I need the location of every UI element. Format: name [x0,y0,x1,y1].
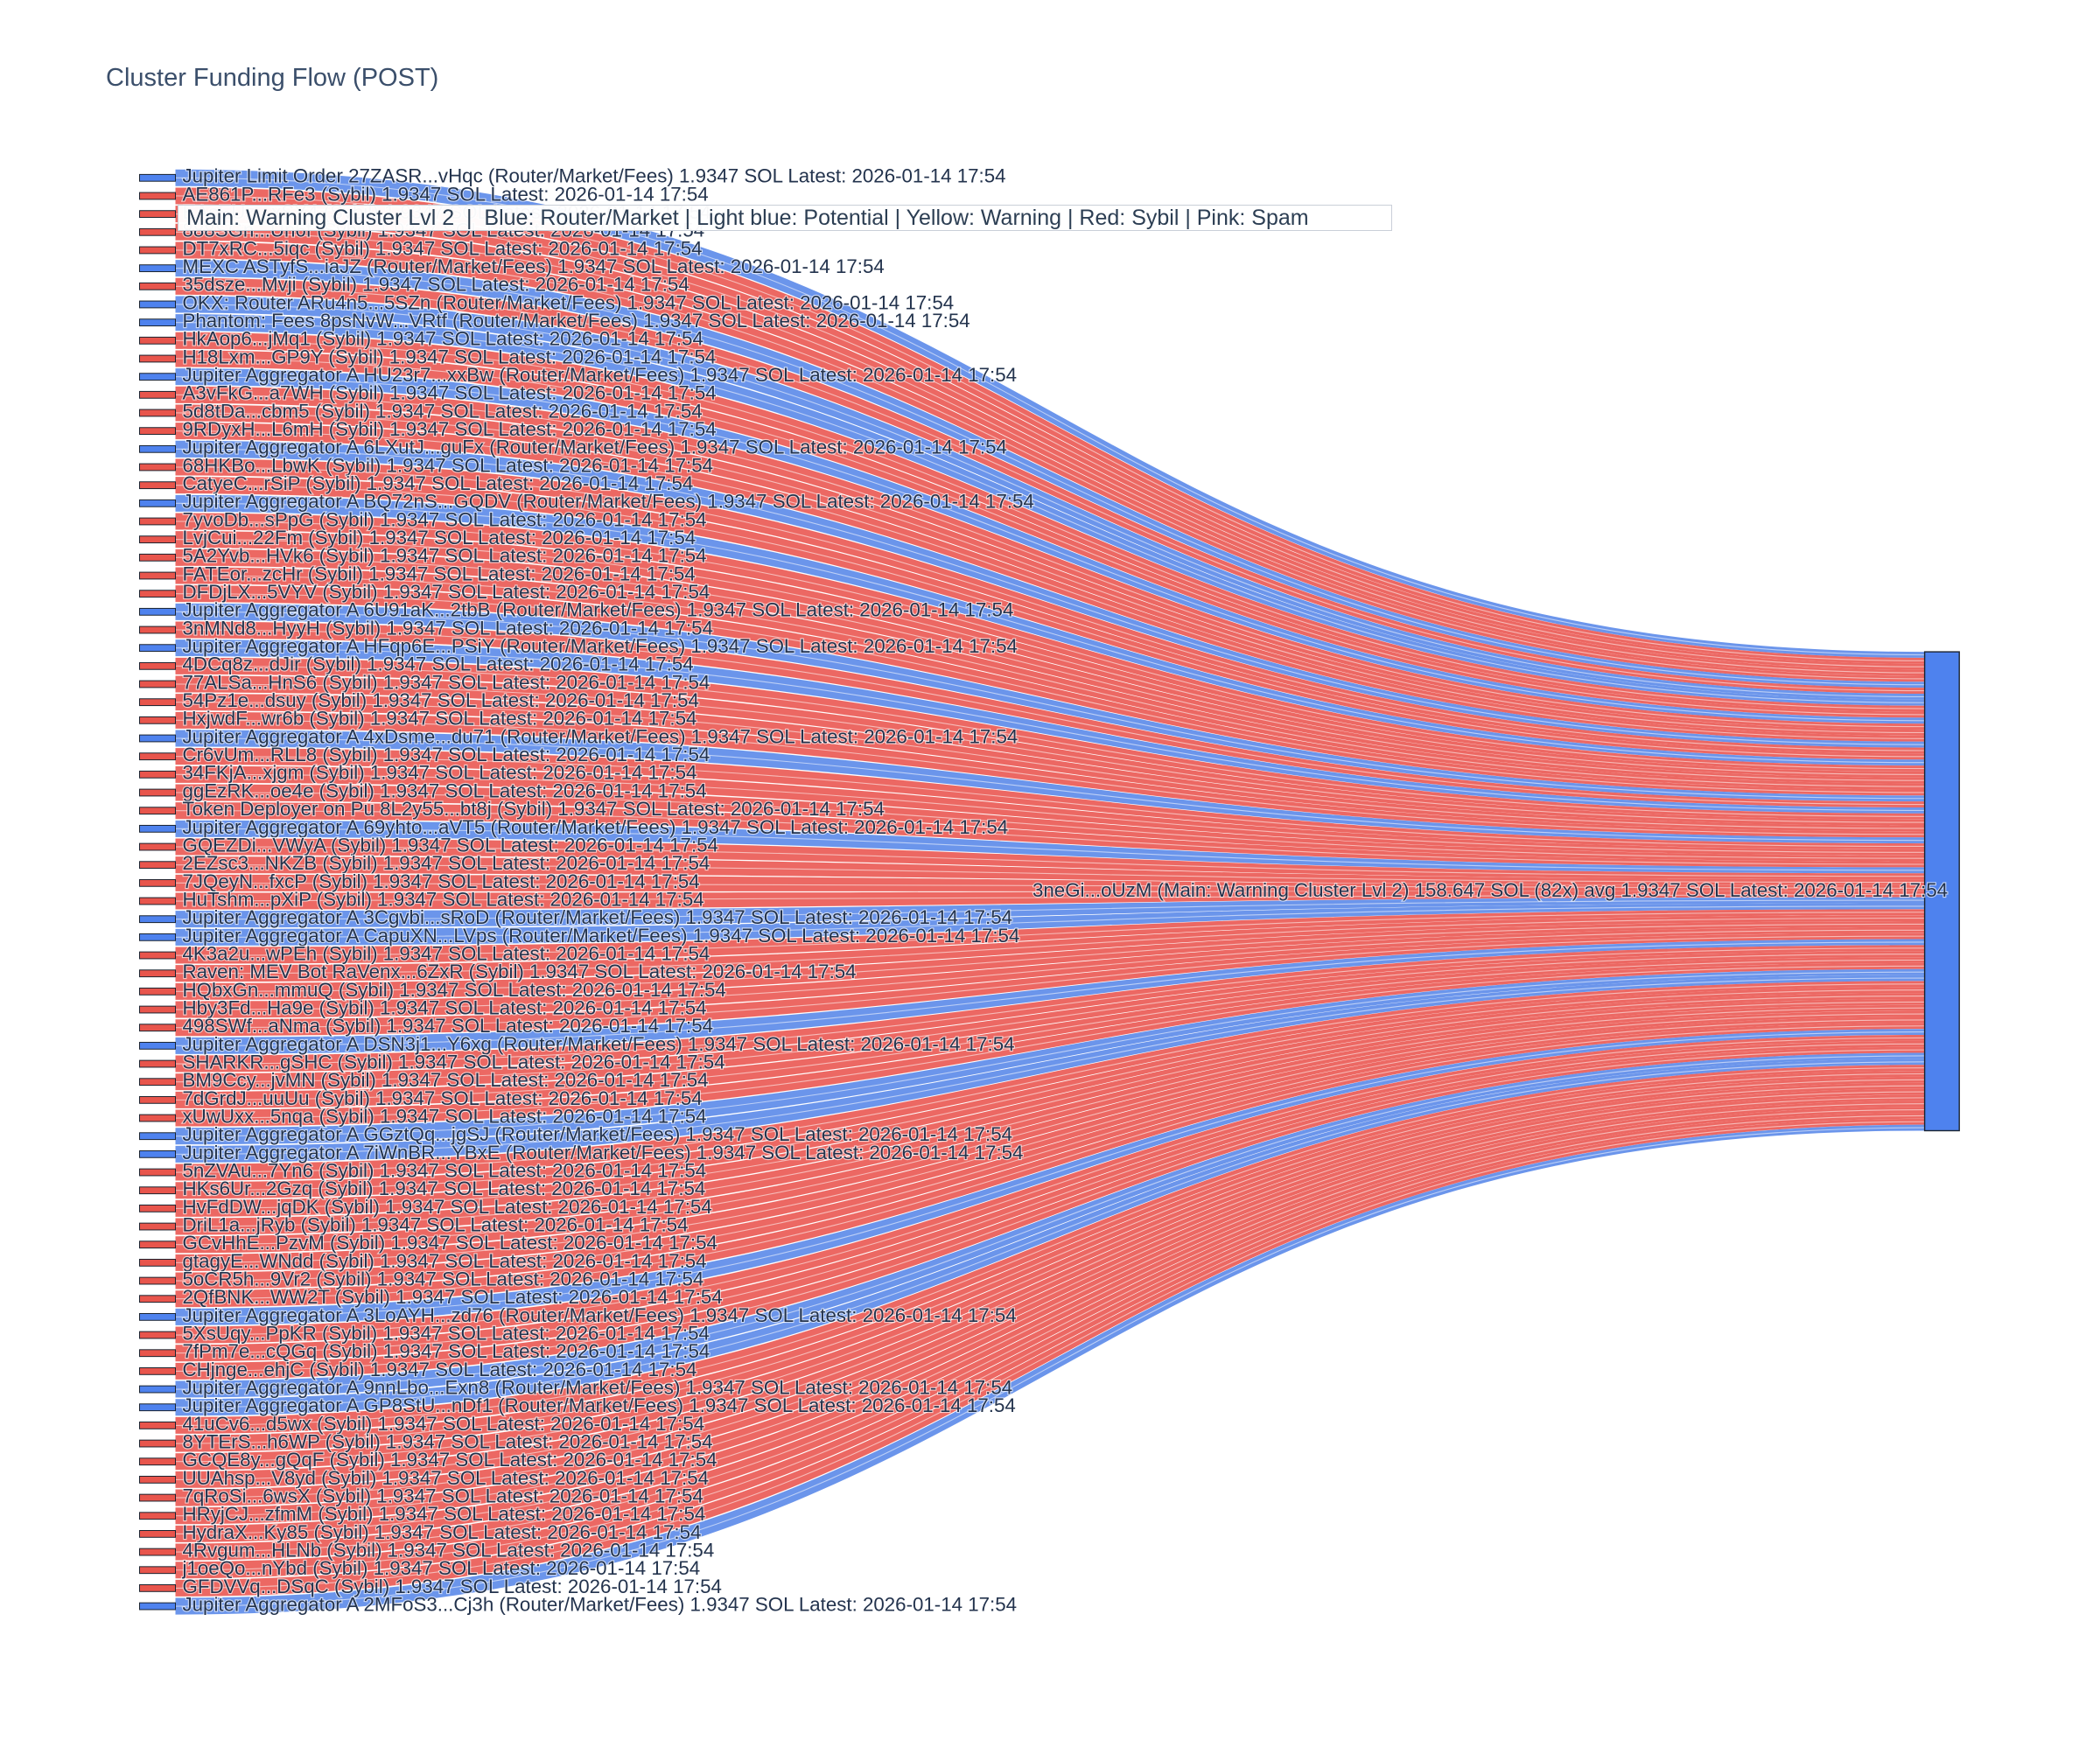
svg-text:Jupiter Aggregator A 2MFoS3...: Jupiter Aggregator A 2MFoS3...Cj3h (Rout… [183,1593,1018,1615]
svg-text:3neGi...oUzM (Main: Warning Cl: 3neGi...oUzM (Main: Warning Cluster Lvl … [1032,879,1948,901]
